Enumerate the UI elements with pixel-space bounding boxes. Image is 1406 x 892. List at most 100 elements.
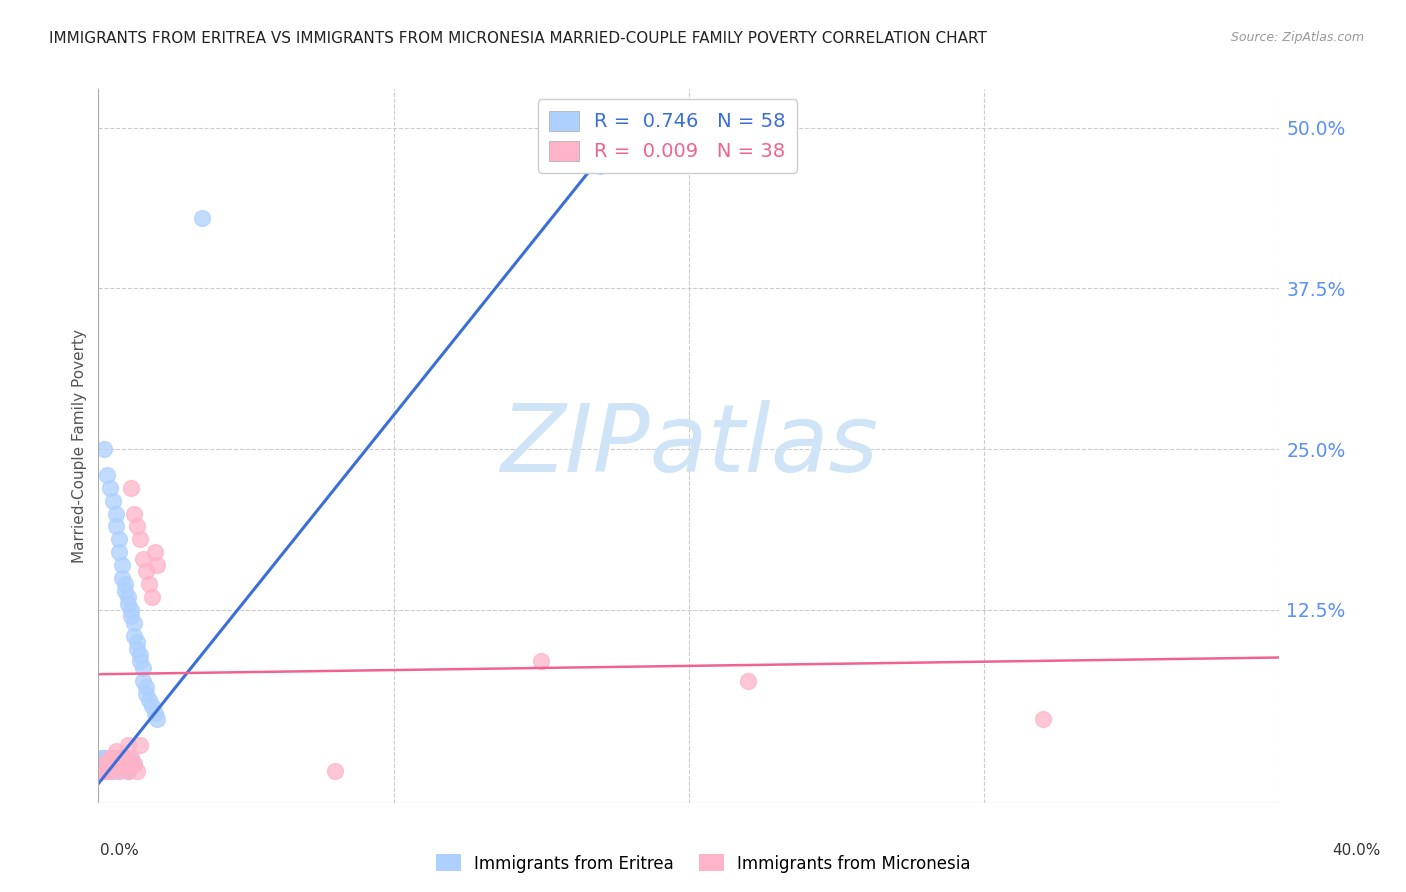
Text: ZIPatlas: ZIPatlas <box>501 401 877 491</box>
Point <box>125 635 148 649</box>
Point <box>191 211 214 225</box>
Point <box>93 442 115 457</box>
Point <box>90 751 112 765</box>
Point <box>128 648 150 662</box>
Point <box>103 493 125 508</box>
Point <box>105 519 128 533</box>
Point <box>111 751 134 765</box>
Point <box>143 545 166 559</box>
Point <box>105 757 128 772</box>
Point <box>135 565 157 579</box>
Point <box>138 693 160 707</box>
Point <box>737 673 759 688</box>
Text: 0.0%: 0.0% <box>100 843 139 858</box>
Point <box>96 757 118 772</box>
Point <box>120 751 142 765</box>
Point <box>111 571 134 585</box>
Point <box>135 686 157 700</box>
Point <box>111 751 134 765</box>
Point <box>141 590 163 604</box>
Point <box>111 751 134 765</box>
Point <box>120 609 142 624</box>
Point <box>108 764 131 778</box>
Point <box>120 751 142 765</box>
Point <box>90 764 112 778</box>
Point <box>90 764 112 778</box>
Point <box>120 603 142 617</box>
Point <box>108 545 131 559</box>
Point <box>108 533 131 547</box>
Point <box>117 597 139 611</box>
Point <box>90 757 112 772</box>
Point <box>530 654 553 668</box>
Point <box>122 757 145 772</box>
Point <box>93 751 115 765</box>
Point <box>323 764 346 778</box>
Point <box>114 757 136 772</box>
Point <box>105 507 128 521</box>
Point <box>96 764 118 778</box>
Point <box>117 590 139 604</box>
Point <box>114 751 136 765</box>
Point <box>117 764 139 778</box>
Text: Source: ZipAtlas.com: Source: ZipAtlas.com <box>1230 31 1364 45</box>
Point <box>117 764 139 778</box>
Point <box>122 615 145 630</box>
Legend: R =  0.746   N = 58, R =  0.009   N = 38: R = 0.746 N = 58, R = 0.009 N = 38 <box>537 99 797 173</box>
Point <box>98 757 121 772</box>
Point <box>132 673 155 688</box>
Point <box>105 757 128 772</box>
Point <box>117 738 139 752</box>
Point <box>93 757 115 772</box>
Point <box>103 751 125 765</box>
Point <box>98 764 121 778</box>
Point <box>103 757 125 772</box>
Point <box>96 764 118 778</box>
Point <box>143 706 166 720</box>
Point <box>103 751 125 765</box>
Point <box>114 757 136 772</box>
Point <box>90 764 112 778</box>
Point <box>120 757 142 772</box>
Point <box>98 751 121 765</box>
Point <box>141 699 163 714</box>
Point <box>1032 712 1054 726</box>
Point <box>128 654 150 668</box>
Point <box>114 577 136 591</box>
Point <box>114 757 136 772</box>
Point <box>125 764 148 778</box>
Point <box>128 738 150 752</box>
Point <box>138 577 160 591</box>
Point <box>122 629 145 643</box>
Point <box>120 481 142 495</box>
Point <box>122 507 145 521</box>
Point <box>105 744 128 758</box>
Point <box>93 764 115 778</box>
Point <box>132 551 155 566</box>
Point <box>90 764 112 778</box>
Point <box>93 764 115 778</box>
Point <box>125 641 148 656</box>
Y-axis label: Married-Couple Family Poverty: Married-Couple Family Poverty <box>72 329 87 563</box>
Point <box>589 159 612 173</box>
Point <box>128 533 150 547</box>
Point <box>108 751 131 765</box>
Point <box>108 751 131 765</box>
Point <box>96 467 118 482</box>
Point <box>114 583 136 598</box>
Legend: Immigrants from Eritrea, Immigrants from Micronesia: Immigrants from Eritrea, Immigrants from… <box>429 847 977 880</box>
Point <box>132 661 155 675</box>
Point <box>108 764 131 778</box>
Point <box>146 558 169 572</box>
Point <box>125 519 148 533</box>
Point <box>146 712 169 726</box>
Point <box>98 764 121 778</box>
Point <box>98 481 121 495</box>
Point <box>96 757 118 772</box>
Text: 40.0%: 40.0% <box>1333 843 1381 858</box>
Point <box>117 764 139 778</box>
Point <box>111 558 134 572</box>
Point <box>105 757 128 772</box>
Point <box>122 757 145 772</box>
Point <box>111 757 134 772</box>
